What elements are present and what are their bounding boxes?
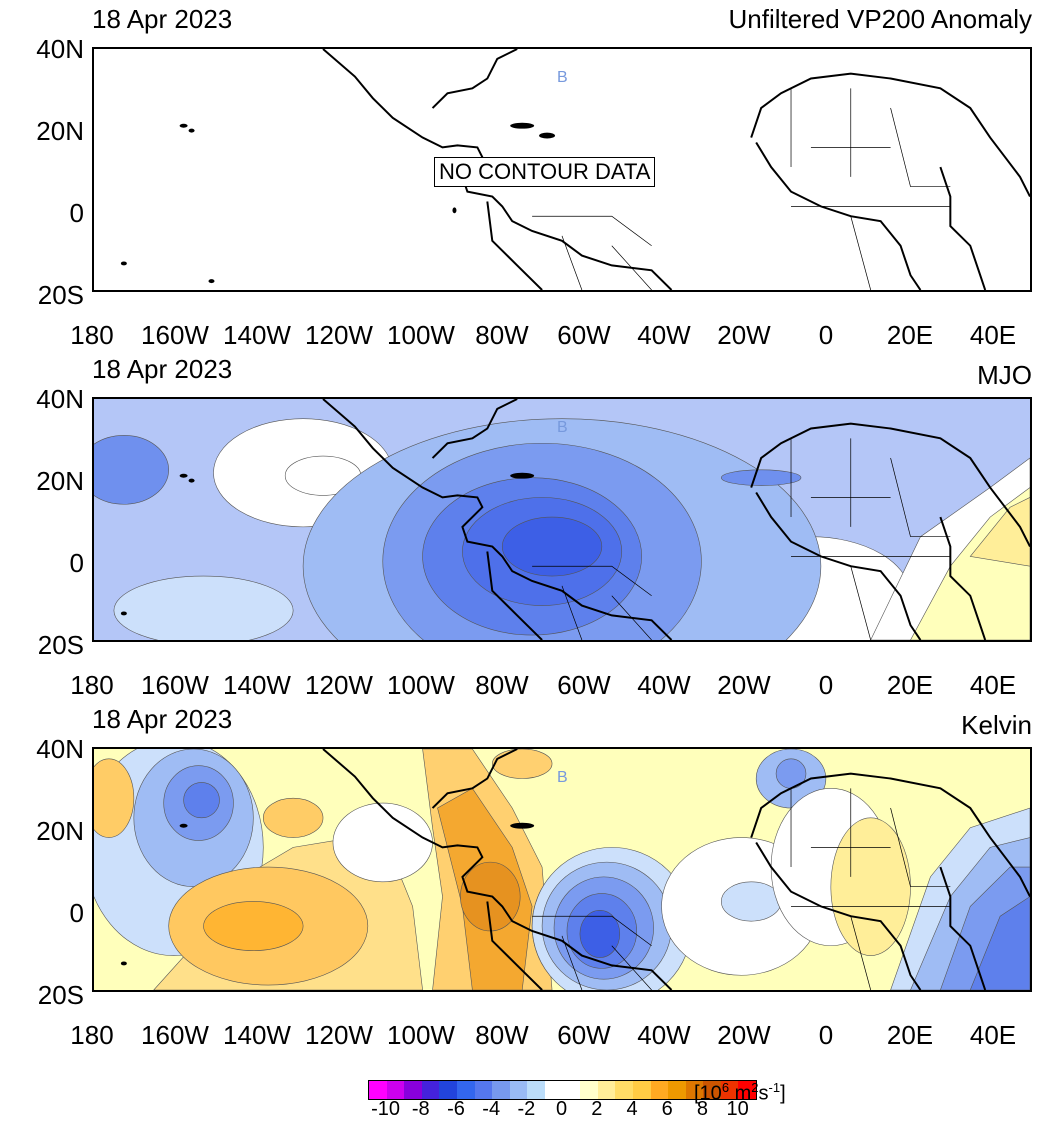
colorbar-tick-label: -8 xyxy=(411,1098,430,1120)
panel-date: 18 Apr 2023 xyxy=(92,354,233,384)
x-tick: 160W xyxy=(141,320,209,350)
colorbar-swatch xyxy=(404,1081,422,1099)
y-tick: 20S xyxy=(37,630,84,660)
x-tick: 40W xyxy=(637,320,691,350)
colorbar-swatch xyxy=(597,1081,616,1099)
x-tick: 0 xyxy=(818,670,834,700)
x-tick: 0 xyxy=(818,320,834,350)
x-tick: 100W xyxy=(387,320,455,350)
y-tick: 0 xyxy=(69,198,84,228)
x-tick: 20E xyxy=(886,1020,934,1050)
y-tick: 20S xyxy=(37,280,84,310)
colorbar-tick-label: 6 xyxy=(661,1098,673,1120)
x-tick: 0 xyxy=(818,1020,834,1050)
colorbar-swatch xyxy=(632,1081,651,1099)
colorbar xyxy=(368,1080,758,1100)
colorbar-swatch xyxy=(703,1081,721,1099)
map-frame: NO CONTOUR DATA B xyxy=(92,47,1032,292)
panel-title: Kelvin xyxy=(961,710,1032,740)
colorbar-tick-label: 10 xyxy=(726,1098,749,1120)
colorbar-swatch xyxy=(369,1081,387,1099)
colorbar-tick-label: 0 xyxy=(556,1098,568,1120)
colorbar-swatch xyxy=(562,1081,581,1099)
y-tick: 20N xyxy=(36,816,84,846)
x-tick: 140W xyxy=(223,670,291,700)
y-tick: 20N xyxy=(36,466,84,496)
colorbar-swatch xyxy=(685,1081,704,1099)
vp-center-marker: B xyxy=(557,419,568,436)
x-tick: 40E xyxy=(969,670,1017,700)
colorbar-swatch xyxy=(650,1081,669,1099)
x-tick: 40W xyxy=(637,1020,691,1050)
x-tick: 80W xyxy=(475,1020,529,1050)
y-tick: 0 xyxy=(69,548,84,578)
colorbar-swatch xyxy=(386,1081,405,1099)
y-tick: 40N xyxy=(36,384,84,414)
panel-date: 18 Apr 2023 xyxy=(92,4,233,34)
x-tick: 100W xyxy=(387,1020,455,1050)
x-tick: 20W xyxy=(717,670,771,700)
colorbar-tick-label: 4 xyxy=(626,1098,638,1120)
colorbar-swatch xyxy=(720,1081,739,1099)
x-tick: 80W xyxy=(475,320,529,350)
x-tick: 60W xyxy=(557,1020,611,1050)
colorbar-swatch xyxy=(474,1081,493,1099)
x-tick: 120W xyxy=(305,1020,373,1050)
colorbar-swatch xyxy=(580,1081,598,1099)
map-frame: B xyxy=(92,397,1032,642)
x-tick: 40E xyxy=(969,1020,1017,1050)
colorbar-units: [106 m2s-1] xyxy=(694,1080,786,1105)
colorbar-swatch xyxy=(439,1081,457,1099)
mjo-contour-map xyxy=(94,399,1030,640)
x-tick: 20W xyxy=(717,320,771,350)
x-tick: 180 xyxy=(70,320,114,350)
x-tick: 40E xyxy=(969,320,1017,350)
x-tick: 160W xyxy=(141,1020,209,1050)
x-tick: 160W xyxy=(141,670,209,700)
y-tick: 20N xyxy=(36,116,84,146)
colorbar-tick-label: -6 xyxy=(447,1098,465,1120)
x-tick: 80W xyxy=(475,670,529,700)
panel-title: Unfiltered VP200 Anomaly xyxy=(728,4,1032,34)
x-tick: 140W xyxy=(223,1020,291,1050)
colorbar-swatch xyxy=(527,1081,545,1099)
colorbar-swatch xyxy=(492,1081,510,1099)
vp-center-marker: B xyxy=(557,769,568,786)
y-tick: 20S xyxy=(37,980,84,1010)
x-tick: 60W xyxy=(557,320,611,350)
colorbar-swatch xyxy=(615,1081,633,1099)
map-frame: B xyxy=(92,747,1032,992)
colorbar-swatch xyxy=(668,1081,686,1099)
x-tick: 180 xyxy=(70,670,114,700)
colorbar-tick-label: -4 xyxy=(482,1098,501,1120)
x-tick: 20W xyxy=(717,1020,771,1050)
x-tick: 20E xyxy=(886,320,934,350)
colorbar-swatch xyxy=(738,1081,757,1099)
x-tick: 60W xyxy=(557,670,611,700)
no-contour-data-label: NO CONTOUR DATA xyxy=(434,157,656,187)
colorbar-swatch xyxy=(456,1081,475,1099)
colorbar-swatch xyxy=(544,1081,563,1099)
colorbar-tick-label: 2 xyxy=(591,1098,603,1120)
x-tick: 20E xyxy=(886,670,934,700)
x-tick: 120W xyxy=(305,320,373,350)
vp-center-marker: B xyxy=(557,69,568,86)
colorbar-tick-label: 8 xyxy=(696,1098,708,1120)
panel-title: MJO xyxy=(977,360,1032,390)
x-tick: 140W xyxy=(223,320,291,350)
x-tick: 100W xyxy=(387,670,455,700)
y-tick: 40N xyxy=(36,34,84,64)
panel-date: 18 Apr 2023 xyxy=(92,704,233,734)
colorbar-tick-label: -2 xyxy=(517,1098,536,1120)
x-tick: 120W xyxy=(305,670,373,700)
y-tick: 40N xyxy=(36,734,84,764)
kelvin-contour-map xyxy=(94,749,1030,990)
y-tick: 0 xyxy=(69,898,84,928)
colorbar-tick-label: -10 xyxy=(371,1098,401,1120)
x-tick: 180 xyxy=(70,1020,114,1050)
colorbar-swatch xyxy=(509,1081,528,1099)
x-tick: 40W xyxy=(637,670,691,700)
colorbar-swatch xyxy=(421,1081,440,1099)
